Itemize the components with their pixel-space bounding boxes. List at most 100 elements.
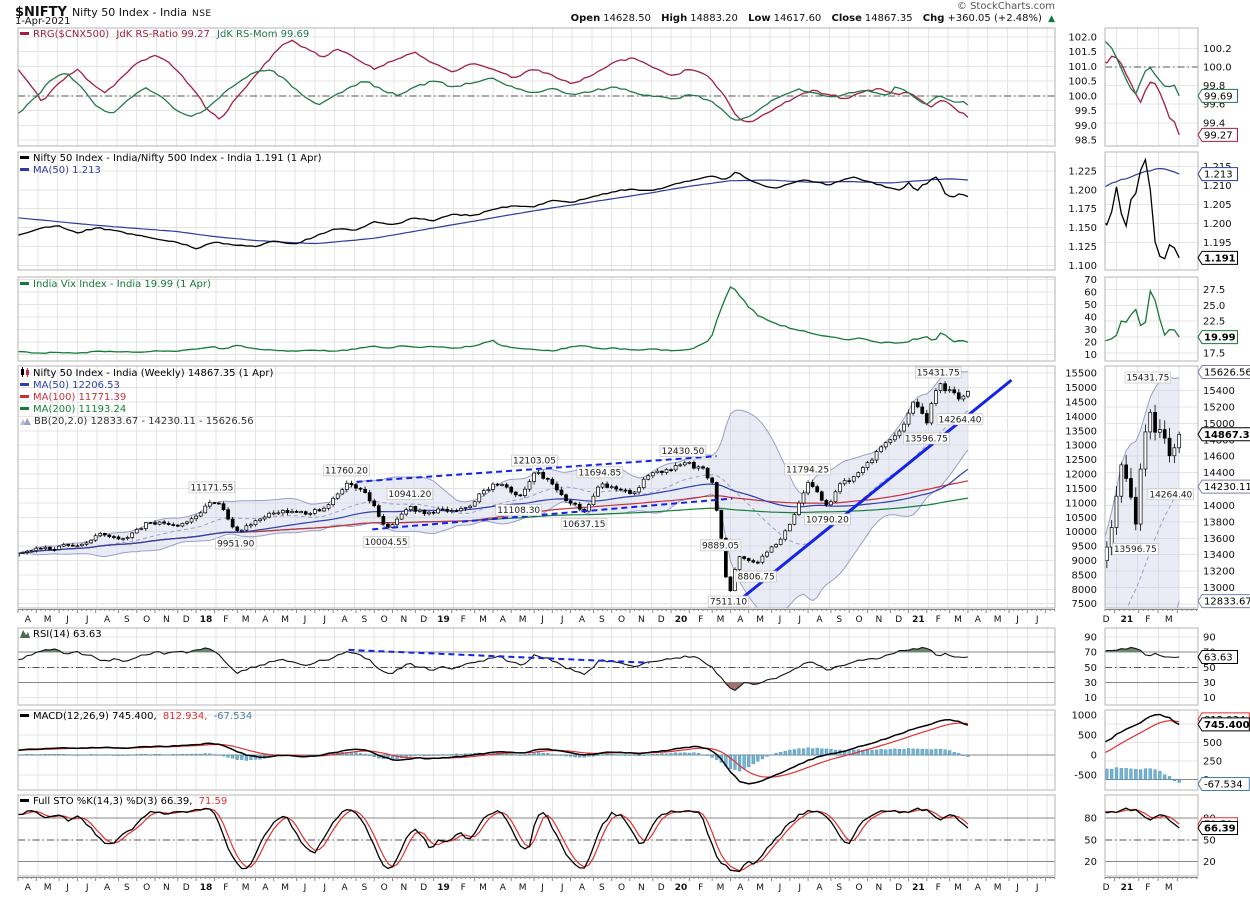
- svg-text:1.225: 1.225: [1068, 166, 1097, 177]
- low-value: 14617.60: [773, 13, 822, 24]
- ratio-ma-swatch-icon: [20, 168, 29, 171]
- svg-text:S: S: [124, 615, 130, 625]
- svg-text:J: J: [778, 883, 782, 893]
- sto-legend: Full STO %K(14,3) %D(3) 66.39, 71.59: [20, 796, 227, 808]
- svg-text:9000: 9000: [1072, 556, 1097, 567]
- axis-badge: 66.39: [1197, 820, 1238, 835]
- close-value: 14867.35: [864, 13, 913, 24]
- axis-badge: 14867.35: [1197, 427, 1250, 442]
- high-value: 14883.20: [690, 13, 738, 24]
- svg-text:7500: 7500: [1072, 599, 1097, 610]
- svg-text:0: 0: [1091, 751, 1097, 762]
- axis-badge: 1.213: [1197, 167, 1238, 182]
- macd-main-y-axis: -500 0 500 1000: [1072, 710, 1097, 781]
- svg-text:10000: 10000: [1065, 527, 1097, 538]
- svg-text:15500: 15500: [1065, 369, 1097, 380]
- svg-text:M: M: [479, 883, 487, 893]
- close-label: Close: [831, 13, 862, 24]
- svg-text:50: 50: [1203, 835, 1216, 846]
- svg-text:J: J: [85, 615, 89, 625]
- svg-text:S: S: [836, 883, 842, 893]
- svg-text:14400: 14400: [1203, 468, 1235, 479]
- svg-text:D: D: [183, 615, 190, 625]
- svg-text:J: J: [322, 883, 326, 893]
- svg-text:25.0: 25.0: [1203, 301, 1225, 312]
- svg-text:21: 21: [912, 615, 925, 625]
- price-legend-ma100: MA(100) 11771.39: [20, 392, 126, 404]
- svg-text:1.210: 1.210: [1203, 181, 1232, 192]
- axis-badge: 745.400: [1197, 717, 1250, 732]
- svg-text:11171.55: 11171.55: [190, 483, 233, 493]
- svg-text:9889.05: 9889.05: [702, 541, 739, 551]
- svg-text:500: 500: [1078, 730, 1097, 741]
- svg-text:10: 10: [1084, 693, 1097, 704]
- rrg-main-y-axis: 98.5 99.0 99.5 100.0 100.5 101.0 101.5 102.0: [1068, 32, 1097, 146]
- svg-text:15431.75: 15431.75: [917, 369, 960, 379]
- rsi-mini-plot: [1105, 628, 1198, 705]
- svg-text:99.5: 99.5: [1075, 106, 1097, 117]
- svg-text:15400: 15400: [1203, 386, 1235, 397]
- svg-text:F: F: [223, 615, 228, 625]
- svg-text:J: J: [797, 883, 801, 893]
- svg-text:F: F: [461, 883, 466, 893]
- open-value: 14628.50: [603, 13, 651, 24]
- svg-text:13596.75: 13596.75: [1114, 545, 1157, 555]
- sto-k-value: Full STO %K(14,3) %D(3) 66.39,: [33, 796, 193, 807]
- open-label: Open: [570, 13, 601, 24]
- svg-text:11760.20: 11760.20: [325, 466, 368, 476]
- symbol-label: $NIFTY: [15, 5, 67, 20]
- rrg-legend-title: RRG($CNX500): [33, 29, 110, 40]
- svg-text:13600: 13600: [1203, 534, 1235, 545]
- svg-text:M: M: [954, 883, 962, 893]
- svg-text:M: M: [756, 615, 764, 625]
- svg-text:250: 250: [1203, 757, 1222, 768]
- svg-text:J: J: [1015, 883, 1019, 893]
- svg-text:A: A: [975, 615, 982, 625]
- axis-badge: 99.27: [1197, 127, 1238, 142]
- svg-text:D: D: [658, 883, 665, 893]
- svg-text:J: J: [65, 883, 69, 893]
- svg-text:A: A: [579, 615, 586, 625]
- vix-legend: India Vix Index - India 19.99 (1 Apr): [20, 279, 211, 291]
- ratio-ma-value: MA(50) 1.213: [33, 165, 101, 176]
- svg-text:63.63: 63.63: [1204, 652, 1233, 663]
- axis-badge: 14230.11: [1197, 479, 1250, 494]
- svg-text:8806.75: 8806.75: [738, 573, 775, 583]
- svg-text:10004.55: 10004.55: [365, 538, 408, 548]
- svg-text:11000: 11000: [1065, 498, 1097, 509]
- svg-text:1000: 1000: [1072, 710, 1097, 721]
- svg-text:A: A: [579, 883, 586, 893]
- svg-text:99.27: 99.27: [1204, 130, 1233, 141]
- svg-text:100.5: 100.5: [1068, 77, 1097, 88]
- svg-text:30: 30: [1084, 325, 1097, 336]
- svg-text:A: A: [25, 615, 32, 625]
- exchange-label: NSE: [191, 9, 212, 19]
- svg-text:D: D: [183, 883, 190, 893]
- svg-text:20: 20: [1084, 338, 1097, 349]
- price-legend-title: Nifty 50 Index - India (Weekly) 14867.35…: [33, 368, 274, 379]
- svg-text:O: O: [381, 883, 388, 893]
- svg-text:M: M: [717, 883, 725, 893]
- chg-value: +360.05 (+2.48%): [947, 13, 1042, 24]
- vix-swatch-icon: [20, 282, 29, 285]
- svg-text:S: S: [599, 883, 605, 893]
- rrg-main-plot: [18, 28, 1055, 146]
- svg-text:1.191: 1.191: [1204, 253, 1236, 264]
- svg-text:S: S: [361, 615, 367, 625]
- svg-text:11500: 11500: [1065, 484, 1097, 495]
- svg-text:7511.10: 7511.10: [710, 598, 747, 608]
- macd-swatch-icon: [20, 714, 29, 717]
- macd-hist-value: -67.534: [213, 711, 253, 722]
- svg-text:13000: 13000: [1203, 583, 1235, 594]
- svg-text:J: J: [1015, 615, 1019, 625]
- svg-text:F: F: [936, 883, 941, 893]
- svg-text:21: 21: [912, 883, 925, 893]
- axis-badge: 19.99: [1197, 330, 1238, 345]
- svg-text:100.0: 100.0: [1068, 91, 1097, 102]
- svg-text:100.0: 100.0: [1203, 63, 1232, 74]
- svg-text:1.195: 1.195: [1203, 238, 1232, 249]
- svg-text:70: 70: [1084, 648, 1097, 659]
- sto-badges: 71.5966.39: [1197, 817, 1238, 835]
